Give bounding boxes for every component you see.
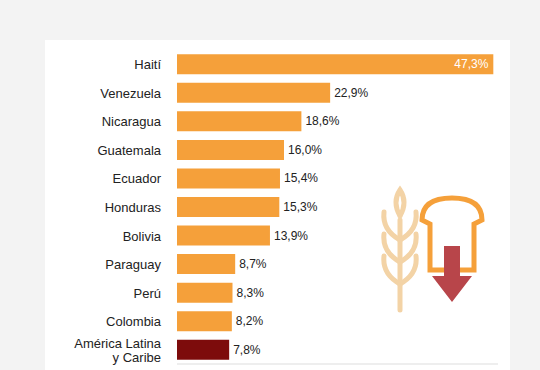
svg-text:22,9%: 22,9% — [334, 86, 368, 100]
svg-text:Ecuador: Ecuador — [113, 171, 162, 186]
svg-text:Colombia: Colombia — [106, 314, 162, 329]
svg-text:47,3%: 47,3% — [454, 57, 488, 71]
svg-text:Nicaragua: Nicaragua — [102, 114, 162, 129]
svg-text:16,0%: 16,0% — [288, 143, 322, 157]
svg-text:8,2%: 8,2% — [236, 314, 264, 328]
svg-text:Honduras: Honduras — [105, 200, 162, 215]
svg-text:Venezuela: Venezuela — [100, 85, 161, 100]
svg-text:Bolivia: Bolivia — [123, 228, 162, 243]
svg-text:Perú: Perú — [134, 285, 161, 300]
svg-text:7,8%: 7,8% — [233, 343, 261, 357]
svg-text:15,4%: 15,4% — [284, 171, 318, 185]
svg-text:Guatemala: Guatemala — [97, 142, 161, 157]
svg-text:13,9%: 13,9% — [274, 229, 308, 243]
svg-text:8,7%: 8,7% — [239, 257, 267, 271]
svg-text:8,3%: 8,3% — [237, 286, 265, 300]
svg-text:América Latinay Caribe: América Latinay Caribe — [74, 335, 161, 364]
svg-text:Paraguay: Paraguay — [105, 257, 161, 272]
svg-text:Haití: Haití — [134, 57, 161, 72]
svg-text:18,6%: 18,6% — [305, 114, 339, 128]
svg-text:15,3%: 15,3% — [283, 200, 317, 214]
